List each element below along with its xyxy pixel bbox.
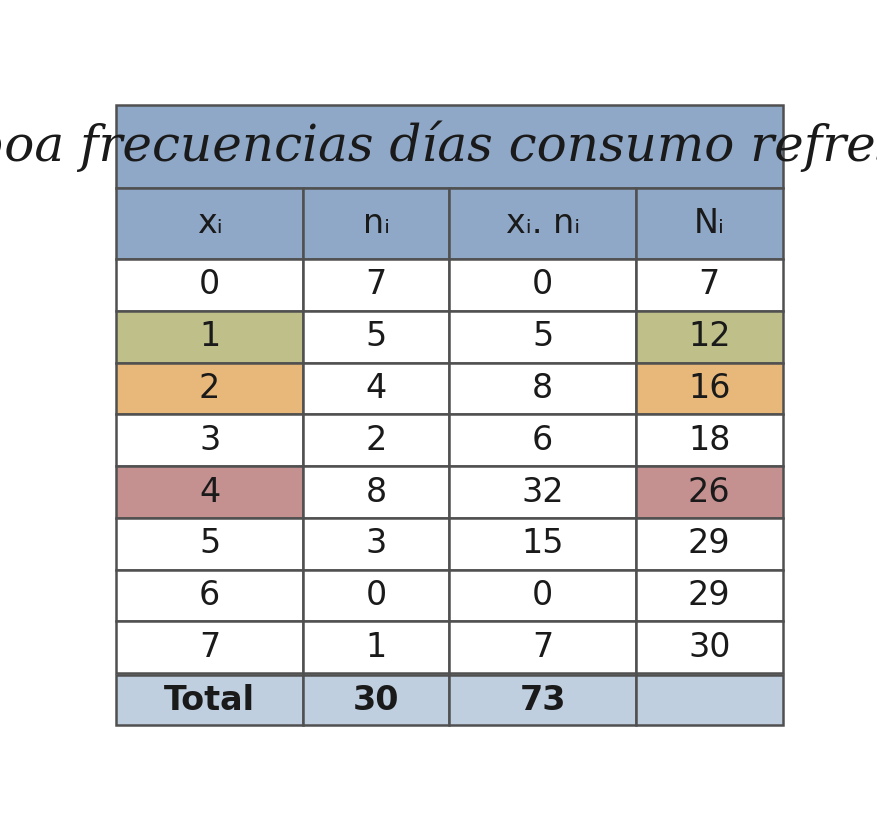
Text: 16: 16 — [688, 372, 731, 405]
Text: 5: 5 — [199, 527, 220, 560]
Bar — [450, 518, 636, 570]
Text: 7: 7 — [366, 269, 387, 301]
Text: Nᵢ: Nᵢ — [694, 207, 724, 240]
Bar — [636, 622, 782, 673]
Text: 8: 8 — [532, 372, 553, 405]
Bar — [303, 311, 449, 363]
Bar — [303, 414, 449, 466]
Bar — [450, 570, 636, 622]
Bar — [450, 466, 636, 518]
Text: xᵢ. nᵢ: xᵢ. nᵢ — [505, 207, 580, 240]
Bar — [636, 570, 782, 622]
Bar — [636, 363, 782, 414]
Bar — [117, 466, 303, 518]
Text: 26: 26 — [688, 476, 731, 509]
Bar — [117, 363, 303, 414]
Text: 7: 7 — [532, 631, 553, 663]
Bar — [303, 363, 449, 414]
Text: Total: Total — [164, 684, 255, 717]
Bar — [303, 259, 449, 311]
Text: 32: 32 — [522, 476, 564, 509]
Bar — [117, 105, 782, 188]
Text: 2: 2 — [366, 423, 387, 457]
Bar — [636, 188, 782, 259]
Text: 7: 7 — [699, 269, 720, 301]
Bar — [117, 188, 303, 259]
Text: 12: 12 — [688, 320, 731, 353]
Text: 5: 5 — [366, 320, 387, 353]
Bar — [450, 259, 636, 311]
Bar — [636, 259, 782, 311]
Bar — [117, 518, 303, 570]
Bar — [636, 466, 782, 518]
Text: 30: 30 — [688, 631, 731, 663]
Bar — [303, 676, 449, 725]
Bar — [450, 311, 636, 363]
Text: 6: 6 — [199, 579, 220, 612]
Bar — [636, 518, 782, 570]
Text: Táboa frecuencias días consumo refrescos: Táboa frecuencias días consumo refrescos — [0, 120, 877, 172]
Text: 7: 7 — [199, 631, 220, 663]
Bar — [303, 622, 449, 673]
Text: 30: 30 — [353, 684, 399, 717]
Bar — [636, 311, 782, 363]
Text: 18: 18 — [688, 423, 731, 457]
Bar — [636, 414, 782, 466]
Text: 3: 3 — [366, 527, 387, 560]
Text: nᵢ: nᵢ — [362, 207, 389, 240]
Bar — [303, 570, 449, 622]
Bar — [117, 414, 303, 466]
Bar — [450, 622, 636, 673]
Text: 6: 6 — [532, 423, 553, 457]
Bar — [117, 676, 303, 725]
Bar — [117, 311, 303, 363]
Text: xᵢ: xᵢ — [196, 207, 223, 240]
Text: 4: 4 — [366, 372, 387, 405]
Text: 73: 73 — [519, 684, 566, 717]
Bar — [636, 676, 782, 725]
Text: 0: 0 — [199, 269, 220, 301]
Text: 3: 3 — [199, 423, 220, 457]
Bar — [117, 622, 303, 673]
Text: 0: 0 — [532, 579, 553, 612]
Bar — [117, 259, 303, 311]
Text: 1: 1 — [199, 320, 220, 353]
Bar — [303, 466, 449, 518]
Text: 4: 4 — [199, 476, 220, 509]
Text: 29: 29 — [688, 527, 731, 560]
Bar — [450, 414, 636, 466]
Text: 2: 2 — [199, 372, 220, 405]
Bar — [450, 676, 636, 725]
Bar — [450, 188, 636, 259]
Text: 0: 0 — [366, 579, 387, 612]
Text: 29: 29 — [688, 579, 731, 612]
Text: 15: 15 — [522, 527, 564, 560]
Text: 8: 8 — [366, 476, 387, 509]
Bar — [117, 570, 303, 622]
Text: 0: 0 — [532, 269, 553, 301]
Bar — [450, 363, 636, 414]
Text: 5: 5 — [532, 320, 553, 353]
Bar — [303, 518, 449, 570]
Bar — [303, 188, 449, 259]
Text: 1: 1 — [366, 631, 387, 663]
